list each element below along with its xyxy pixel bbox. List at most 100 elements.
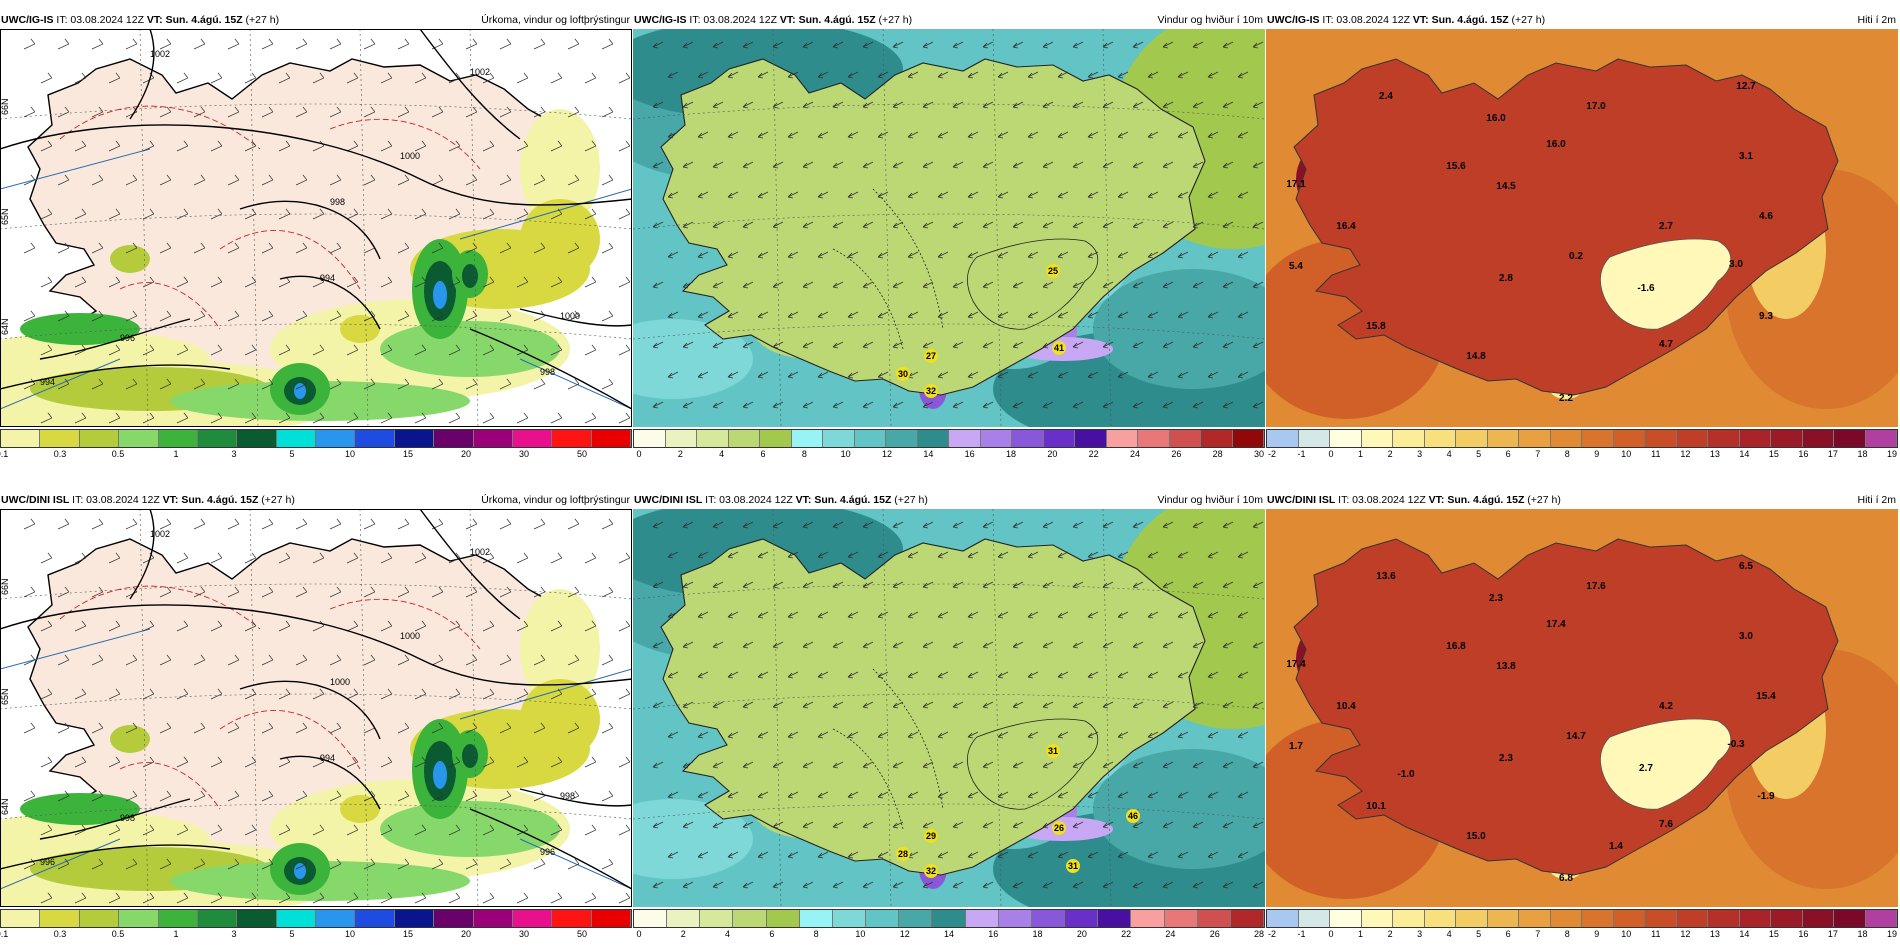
wind-barb — [584, 756, 597, 768]
wind-arrow — [757, 71, 769, 79]
legend-swatch — [316, 430, 356, 447]
wind-arrow — [997, 311, 1009, 319]
wind-barb — [448, 620, 461, 632]
temp-label: 14.7 — [1566, 731, 1586, 742]
legend-swatch — [1043, 430, 1075, 447]
wind-arrow — [982, 821, 994, 829]
wind-arrow — [757, 371, 769, 379]
wind-arrow — [922, 221, 934, 229]
legend-swatch — [591, 910, 631, 927]
wind-arrow — [787, 371, 799, 379]
wind-arrow — [832, 521, 844, 529]
wind-arrow — [1147, 671, 1159, 679]
wind-barb — [91, 378, 104, 390]
wind-arrow — [907, 731, 919, 739]
wind-arrow — [1192, 341, 1204, 349]
wind-arrow — [1192, 881, 1204, 889]
gust-label: 27 — [926, 351, 936, 361]
legend-ticks: -2 -1 0 1 2 3 4 5 6 7 8 9 10 11 12 13 14 15 16 17 18 19 — [1266, 449, 1898, 461]
wind-arrow — [787, 731, 799, 739]
wind-arrow — [862, 761, 874, 769]
map-view[interactable]: 1002 1002 1000 998 1000 996 998 996 994 66N 65N 64N — [0, 509, 632, 907]
legend-tick-label: 0.1 — [0, 929, 9, 939]
product-name: Hiti í 2m — [1857, 494, 1896, 506]
wind-barb — [482, 208, 495, 220]
wind-barb — [278, 140, 291, 152]
wind-arrow — [757, 131, 769, 139]
legend-swatch — [1519, 430, 1551, 447]
wind-arrow — [1102, 821, 1114, 829]
wind-arrow — [1117, 791, 1129, 799]
wind-arrow — [1087, 311, 1099, 319]
wind-arrow — [697, 731, 709, 739]
precip-area — [340, 795, 380, 823]
legend-swatch — [1393, 430, 1425, 447]
wind-arrow — [982, 761, 994, 769]
wind-arrow — [1222, 881, 1234, 889]
wind-barb — [346, 276, 359, 288]
wind-barb — [159, 242, 172, 254]
wind-arrow — [772, 581, 784, 589]
map-view[interactable]: 2.4 16.0 17.0 12.7 17.1 15.6 16.0 3.1 14.5 16.4 2.… — [1266, 29, 1898, 427]
map-view[interactable]: 13.6 2.3 17.6 6.5 17.4 16.8 17.4 3.0 13.8 10.4 4.2… — [1266, 509, 1898, 907]
wind-arrow — [742, 701, 754, 709]
legend-tick-label: 24 — [1129, 449, 1141, 459]
wind-arrow — [742, 581, 754, 589]
wind-barb — [57, 38, 70, 50]
wind-barb — [465, 790, 478, 802]
temp-label: 15.8 — [1366, 321, 1386, 332]
wind-arrow — [1102, 881, 1114, 889]
wind-arrow — [1087, 671, 1099, 679]
wind-arrow — [937, 251, 949, 259]
wind-arrow — [877, 851, 889, 859]
wind-arrow — [847, 731, 859, 739]
wind-barb — [618, 620, 631, 632]
temp-label: 2.4 — [1379, 91, 1393, 102]
wind-barb — [244, 552, 257, 564]
meridian-line — [882, 29, 892, 427]
wind-barb — [312, 892, 325, 904]
wind-arrow — [832, 881, 844, 889]
wind-barb — [227, 242, 240, 254]
wind-arrow — [877, 71, 889, 79]
wind-barb — [210, 756, 223, 768]
wind-barb — [363, 858, 376, 870]
panel-dini-precip: UWC/DINI ISL IT: 03.08.2024 12Z VT: Sun.… — [0, 492, 632, 950]
wind-arrow — [1147, 851, 1159, 859]
wind-arrow — [1177, 311, 1189, 319]
wind-barb — [618, 756, 631, 768]
wind-arrow — [1072, 401, 1084, 409]
wind-arrow — [1117, 731, 1129, 739]
wind-barb — [584, 344, 597, 356]
wind-arrow — [712, 521, 724, 529]
legend-tick-label: 20 — [460, 449, 472, 459]
wind-barb — [550, 620, 563, 632]
wind-barb — [295, 174, 308, 186]
wind-barb — [261, 858, 274, 870]
map-view[interactable]: 29 28 32 31 26 46 31 — [633, 509, 1265, 907]
map-view[interactable]: 27 30 32 25 41 — [633, 29, 1265, 427]
wind-arrow — [727, 71, 739, 79]
wind-arrow — [727, 131, 739, 139]
map-view[interactable]: 1002 1002 1000 1000 998 998 996 994 994 66N 65N 64N — [0, 29, 632, 427]
wind-barb — [244, 824, 257, 836]
legend-swatch — [237, 910, 277, 927]
wind-barb — [108, 276, 121, 288]
wind-arrow — [817, 551, 829, 559]
wind-arrow — [712, 101, 724, 109]
wind-arrow — [937, 71, 949, 79]
parallel-line — [633, 103, 1265, 120]
wind-arrow — [937, 671, 949, 679]
legend-swatch — [1393, 910, 1425, 927]
legend-tick-label: 0.5 — [111, 449, 125, 459]
wind-barb — [176, 688, 189, 700]
wind-arrow — [1162, 761, 1174, 769]
wind-barb — [397, 586, 410, 598]
legend-tick-label: 19 — [1886, 929, 1898, 939]
wind-barb — [346, 688, 359, 700]
wind-barb — [601, 722, 614, 734]
wind-barb — [244, 276, 257, 288]
precip-core — [462, 264, 478, 288]
precip-core — [433, 761, 447, 789]
wind-barb — [142, 344, 155, 356]
